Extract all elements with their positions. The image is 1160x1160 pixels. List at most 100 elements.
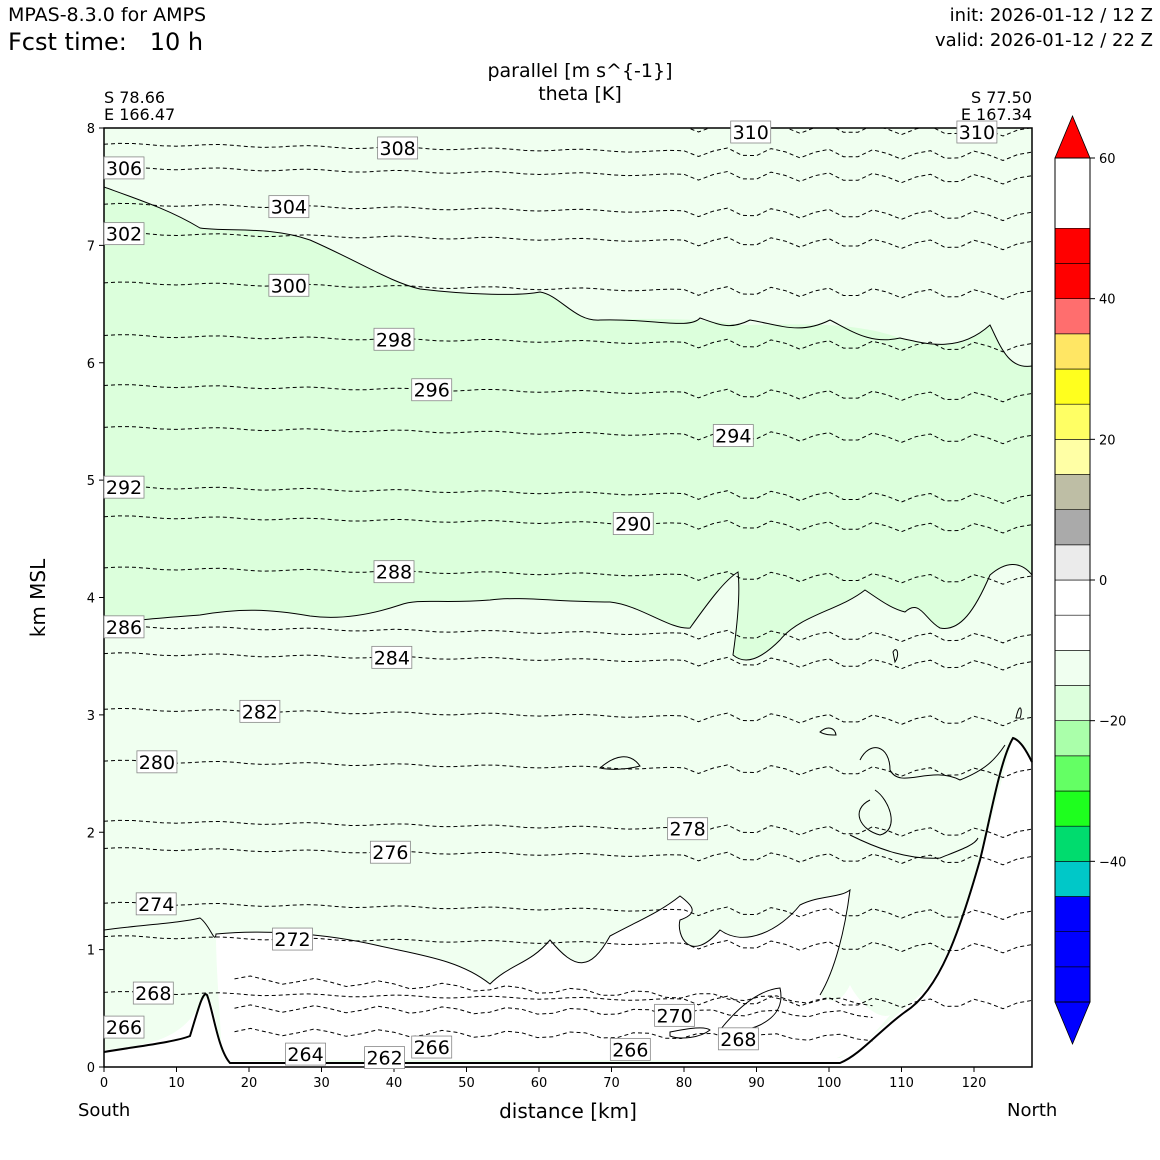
contour-label-text: 268 — [720, 1029, 756, 1051]
y-tick-label: 7 — [87, 239, 95, 254]
theta-contour-line — [104, 334, 1032, 353]
theta-contour-label: 274 — [135, 892, 177, 916]
y-tick-label: 6 — [87, 357, 95, 372]
colorbar-tick-label: 0 — [1099, 574, 1107, 589]
theta-contour-line — [104, 142, 1032, 162]
contour-label-box — [654, 1003, 695, 1027]
theta-contour-label: 266 — [609, 1037, 651, 1061]
contour-label-text: 262 — [366, 1048, 402, 1070]
y-tick-label: 5 — [87, 474, 95, 489]
contour-label-text: 274 — [138, 894, 174, 916]
colorbar-tick-label: 20 — [1099, 433, 1116, 448]
x-tick-label: 70 — [603, 1076, 620, 1091]
theta-contour-label: 266 — [103, 1015, 145, 1039]
contour-label-text: 308 — [379, 138, 415, 160]
contour-label-box — [103, 222, 145, 246]
colorbar-tick-label: 60 — [1099, 152, 1116, 167]
contour-label-box — [377, 136, 419, 160]
colorbar-segment — [1054, 966, 1091, 1003]
contour-label-text: 264 — [287, 1044, 323, 1066]
theta-contour-label: 292 — [103, 475, 145, 499]
contour-label-text: 266 — [414, 1037, 450, 1059]
theta-contour-line — [104, 384, 1032, 403]
theta-contour-line — [104, 426, 1032, 445]
colorbar-segment — [1054, 509, 1091, 546]
colorbar-segment — [1054, 439, 1091, 475]
contour-label-text: 266 — [106, 1017, 142, 1039]
colorbar-segment — [1054, 579, 1091, 616]
contour-label-box — [612, 512, 654, 535]
colorbar-segment — [1054, 650, 1091, 686]
x-tick-label: 60 — [531, 1076, 548, 1091]
theta-contours — [104, 128, 1032, 1042]
shade-weak-positive-region — [104, 738, 1032, 1067]
contour-label-box — [132, 981, 174, 1005]
shade-weak-positive-lowlevel — [216, 890, 890, 1060]
theta-contour-line — [104, 232, 1032, 251]
terrain-line — [103, 736, 1033, 1064]
contour-label-text: 288 — [376, 562, 412, 584]
y-tick-label: 3 — [87, 709, 95, 724]
contour-label-box — [268, 273, 310, 297]
theta-contour-line — [104, 485, 1032, 504]
x-tick-label: 30 — [313, 1076, 330, 1091]
colorbar-tick-label: 40 — [1099, 293, 1116, 308]
theta-contour-label: 288 — [373, 560, 415, 584]
contour-label-box — [103, 156, 145, 180]
contour-label-box — [103, 475, 145, 499]
contour-label-box — [369, 840, 411, 864]
end-point-coords: S 77.50 E 167.34 — [961, 89, 1032, 123]
zero-wind-contours — [104, 186, 1032, 1039]
theta-contour-label: 300 — [268, 273, 310, 297]
contour-label-box — [411, 1035, 453, 1059]
model-name: MPAS-8.3.0 for AMPS — [8, 4, 207, 26]
contour-label-box — [609, 1037, 651, 1061]
colorbar-tick-label: −20 — [1099, 715, 1126, 730]
theta-contour-label: 290 — [612, 512, 654, 536]
colorbar-extend-min — [1054, 1001, 1091, 1046]
x-tick-label: 50 — [458, 1076, 475, 1091]
contour-label-text: 278 — [669, 819, 705, 841]
theta-contour-line — [104, 935, 1032, 954]
contour-label-text: 276 — [372, 842, 408, 864]
theta-contour-label: 286 — [103, 615, 145, 639]
contour-label-box — [135, 892, 177, 916]
contour-label-box — [136, 750, 178, 774]
x-tick-label: 40 — [386, 1076, 403, 1091]
contour-label-text: 270 — [656, 1005, 692, 1027]
contour-label-box — [717, 1027, 759, 1051]
theta-contour-label: 306 — [103, 156, 145, 180]
colorbar-tick-label: −40 — [1099, 855, 1126, 870]
theta-contour-line — [104, 901, 1032, 921]
start-point-coords: S 78.66 E 166.47 — [104, 89, 175, 123]
colorbar-segment — [1054, 790, 1091, 827]
theta-contour-line — [234, 1027, 873, 1042]
start-lat: S 78.66 — [104, 88, 166, 107]
contour-label-text: 280 — [139, 752, 175, 774]
theta-contour-line — [104, 566, 1032, 585]
theta-contour-label: 272 — [272, 927, 313, 951]
colorbar-segment — [1054, 931, 1091, 968]
theta-contour-label: 264 — [285, 1042, 326, 1066]
colorbar-segment — [1054, 544, 1091, 581]
theta-contour-label: 278 — [667, 817, 709, 841]
valid-time: valid: 2026-01-12 / 22 Z — [935, 30, 1153, 51]
y-tick-label: 4 — [87, 592, 95, 607]
plot-title-line1: parallel [m s^{-1}] — [487, 60, 673, 82]
x-right-direction-label: North — [1007, 1100, 1058, 1121]
x-left-direction-label: South — [78, 1100, 131, 1121]
x-tick-label: 0 — [100, 1076, 108, 1091]
contour-label-box — [956, 120, 998, 144]
colorbar-segment — [1054, 685, 1091, 721]
contour-label-box — [103, 1015, 145, 1039]
y-tick-label: 0 — [87, 1061, 95, 1076]
theta-contour-label: 262 — [364, 1046, 405, 1070]
contour-label-box — [411, 378, 453, 402]
colorbar-segment — [1054, 228, 1091, 264]
contour-label-box — [103, 615, 145, 639]
colorbar-segment — [1054, 896, 1091, 932]
contour-label-text: 296 — [414, 380, 450, 402]
colorbar-extend-max — [1054, 114, 1091, 159]
contour-label-box — [268, 195, 310, 219]
zero-contour-upper — [104, 186, 1032, 367]
